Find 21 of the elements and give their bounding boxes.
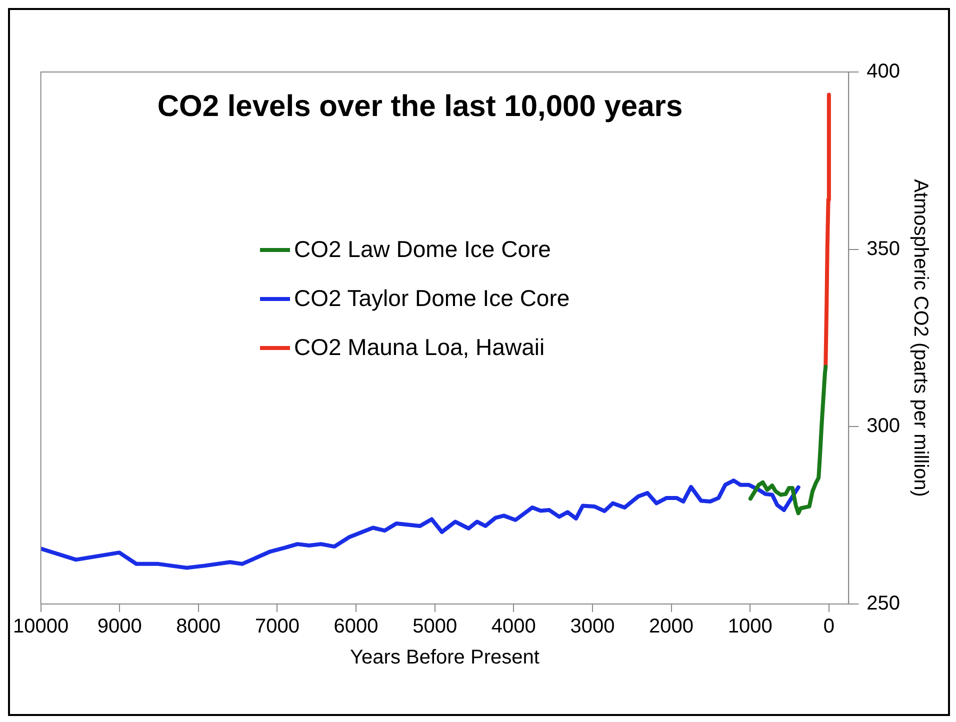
x-tick-label: 2000	[649, 616, 694, 638]
legend-label: CO2 Mauna Loa, Hawaii	[294, 334, 545, 361]
x-tick-label: 8000	[176, 616, 221, 638]
x-tick-label: 9000	[97, 616, 142, 638]
x-tick-label: 5000	[412, 616, 458, 638]
x-tick-label: 3000	[570, 616, 615, 638]
x-tick-label: 6000	[334, 616, 378, 638]
x-tick-label: 10000	[12, 616, 69, 638]
legend-label: CO2 Taylor Dome Ice Core	[294, 285, 570, 312]
y2-tick-label: 250	[866, 592, 900, 615]
x-tick-label: 1000	[728, 616, 772, 638]
x-tick-label: 4000	[491, 616, 536, 638]
legend-label: CO2 Law Dome Ice Core	[294, 236, 551, 263]
x-tick-label: 0	[823, 616, 834, 638]
x-axis-title: Years Before Present	[350, 646, 540, 669]
x-tick-label: 7000	[254, 616, 300, 638]
y2-tick-label: 400	[866, 60, 900, 83]
text: CO2 levels over the last 10,000 years	[156, 90, 684, 124]
y2-tick-label: 350	[866, 238, 900, 260]
y2-tick-label: 300	[866, 415, 900, 438]
y2-axis-title: Atmospheric CO2 (parts per million)	[909, 179, 932, 497]
